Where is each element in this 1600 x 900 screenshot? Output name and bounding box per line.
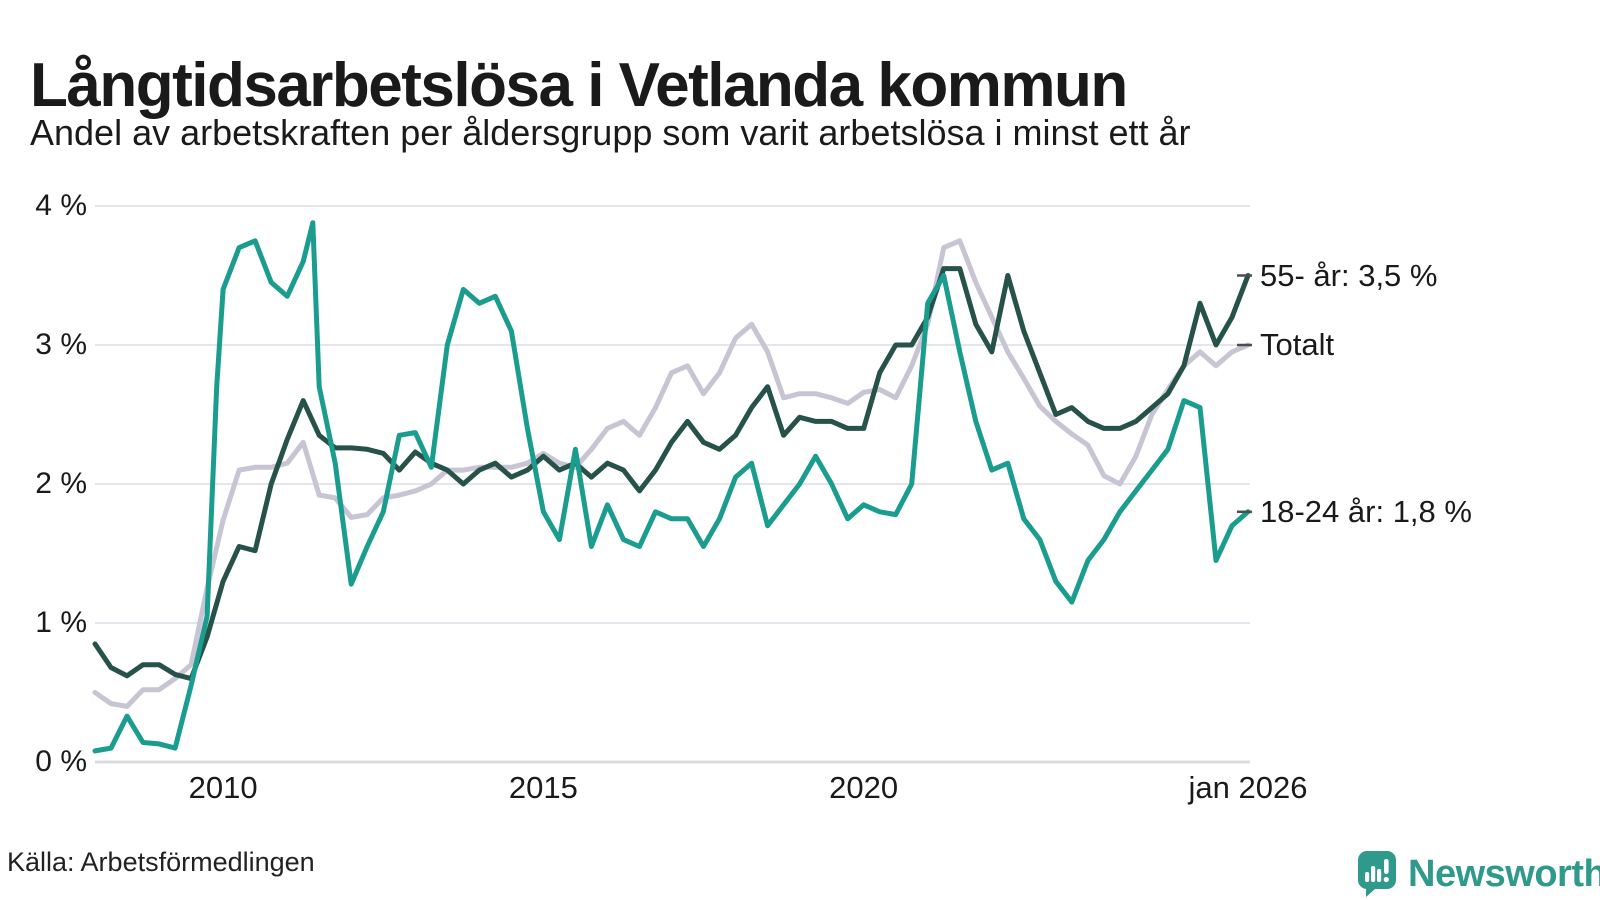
y-tick-label-2: 2 % bbox=[35, 467, 87, 500]
chart-subtitle: Andel av arbetskraften per åldersgrupp s… bbox=[30, 112, 1191, 153]
series-label-totalt: Totalt bbox=[1260, 327, 1335, 362]
x-tick-label-2015: 2015 bbox=[508, 770, 578, 805]
x-tick-label-2010: 2010 bbox=[188, 770, 258, 805]
y-tick-label-1: 1 % bbox=[35, 606, 87, 639]
y-tick-label-3: 3 % bbox=[35, 328, 87, 361]
series-line-18-24-r bbox=[92, 220, 1251, 754]
series-line-totalt bbox=[92, 238, 1251, 709]
y-tick-label-0: 0 % bbox=[35, 745, 87, 778]
x-tick-label-jan-2026: jan 2026 bbox=[1188, 770, 1308, 805]
page-title: Långtidsarbetslösa i Vetlanda kommun bbox=[30, 50, 1128, 120]
y-tick-label-4: 4 % bbox=[35, 189, 87, 222]
series-label-55-r: 55- år: 3,5 % bbox=[1260, 257, 1438, 293]
x-tick-label-2020: 2020 bbox=[829, 770, 899, 805]
newsworthy-wordmark: Newsworthy bbox=[1408, 852, 1600, 895]
newsworthy-logo: Newsworthy bbox=[1358, 851, 1600, 897]
newsworthy-bubble-icon bbox=[1358, 851, 1396, 897]
series-line-55-r bbox=[92, 266, 1251, 682]
series-label-18-24-r: 18-24 år: 1,8 % bbox=[1260, 493, 1472, 529]
source-note: Källa: Arbetsförmedlingen bbox=[7, 847, 315, 877]
